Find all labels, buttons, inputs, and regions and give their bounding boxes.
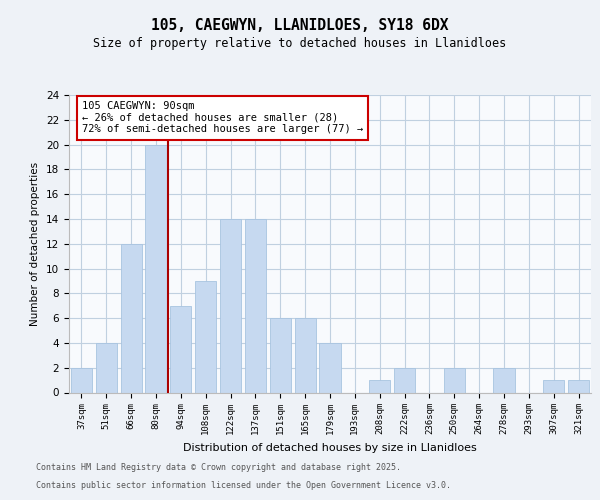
X-axis label: Distribution of detached houses by size in Llanidloes: Distribution of detached houses by size … (183, 443, 477, 453)
Bar (270, 318, 291, 392)
Bar (220, 219, 241, 392)
Bar (394, 368, 415, 392)
Bar (369, 380, 390, 392)
Bar (319, 343, 341, 392)
Text: 105 CAEGWYN: 90sqm
← 26% of detached houses are smaller (28)
72% of semi-detache: 105 CAEGWYN: 90sqm ← 26% of detached hou… (82, 101, 363, 134)
Bar (444, 368, 465, 392)
Text: Size of property relative to detached houses in Llanidloes: Size of property relative to detached ho… (94, 38, 506, 51)
Bar (170, 306, 191, 392)
Bar (543, 380, 564, 392)
Bar (493, 368, 515, 392)
Bar (245, 219, 266, 392)
Bar (568, 380, 589, 392)
Bar (121, 244, 142, 392)
Bar (96, 343, 117, 392)
Bar (145, 144, 167, 392)
Text: 105, CAEGWYN, LLANIDLOES, SY18 6DX: 105, CAEGWYN, LLANIDLOES, SY18 6DX (151, 18, 449, 32)
Text: Contains public sector information licensed under the Open Government Licence v3: Contains public sector information licen… (36, 481, 451, 490)
Y-axis label: Number of detached properties: Number of detached properties (31, 162, 40, 326)
Bar (295, 318, 316, 392)
Bar (195, 281, 216, 392)
Bar (71, 368, 92, 392)
Text: Contains HM Land Registry data © Crown copyright and database right 2025.: Contains HM Land Registry data © Crown c… (36, 462, 401, 471)
